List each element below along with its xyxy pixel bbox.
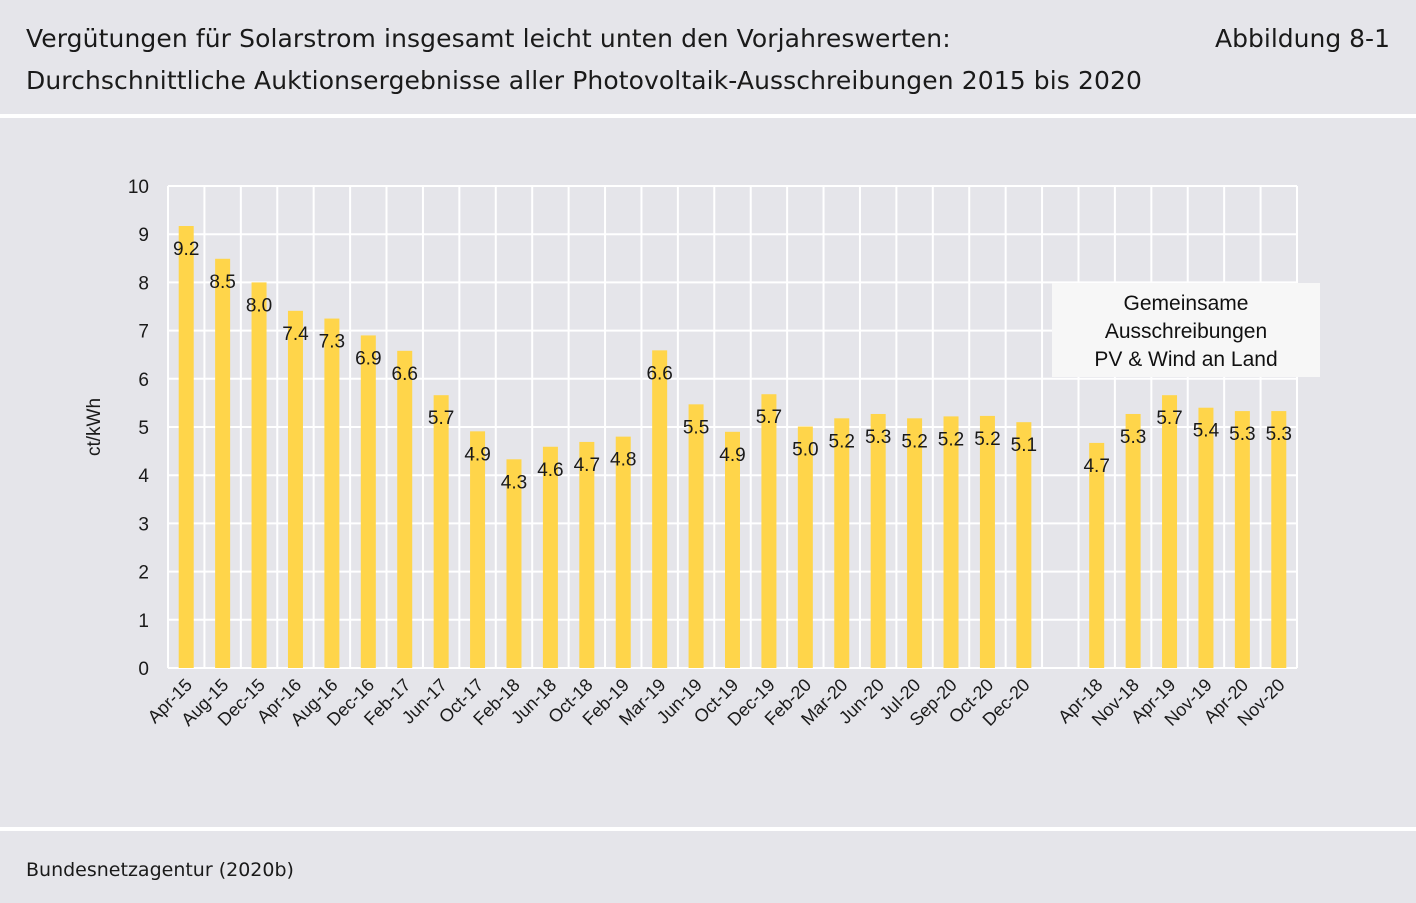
figure-label: Abbildung 8-1 xyxy=(1215,24,1390,53)
data-label: 4.9 xyxy=(719,445,745,466)
bar xyxy=(215,258,231,668)
data-label: 4.6 xyxy=(537,460,563,481)
data-label: 7.4 xyxy=(282,324,309,345)
y-tick-label: 6 xyxy=(138,370,149,391)
bar xyxy=(1234,411,1250,668)
data-label: 5.7 xyxy=(428,408,454,429)
data-label: 5.7 xyxy=(1156,408,1182,429)
header-divider xyxy=(0,114,1416,118)
footer-divider xyxy=(0,827,1416,831)
y-tick-label: 8 xyxy=(138,273,149,294)
bar xyxy=(979,415,995,668)
bar xyxy=(433,395,449,668)
annotation-box xyxy=(1052,283,1320,377)
bar xyxy=(834,418,850,668)
bar xyxy=(907,418,923,668)
bar xyxy=(324,318,340,668)
bar xyxy=(470,431,486,668)
y-axis-label: ct/kWh xyxy=(84,398,105,456)
data-label: 5.7 xyxy=(756,407,782,428)
chart-title-line-2: Durchschnittliche Auktionsergebnisse all… xyxy=(26,66,1142,95)
data-label: 6.6 xyxy=(646,363,672,384)
bar xyxy=(615,436,631,668)
data-label: 5.0 xyxy=(792,440,818,461)
bar xyxy=(725,431,740,668)
bar xyxy=(688,404,704,668)
bar xyxy=(360,335,376,668)
bar xyxy=(797,426,813,668)
bar xyxy=(761,394,777,668)
data-label: 5.3 xyxy=(1266,424,1292,445)
data-label: 4.9 xyxy=(464,444,490,465)
bar xyxy=(251,282,267,668)
annotation-text: Ausschreibungen xyxy=(1105,320,1267,343)
data-label: 4.8 xyxy=(610,450,636,471)
chart-area: 0 1 2 3 4 5 6 7 8 9 10 9.2 Apr-15 8.5 Aug-15 8.0 Dec-15 7… xyxy=(0,118,1416,827)
data-label: 4.3 xyxy=(501,472,527,493)
bar xyxy=(652,350,668,668)
bar xyxy=(542,446,558,668)
chart-title-line-1: Vergütungen für Solarstrom insgesamt lei… xyxy=(26,24,951,53)
y-tick-label: 4 xyxy=(138,466,149,487)
data-label: 5.2 xyxy=(974,429,1000,450)
data-label: 5.4 xyxy=(1193,421,1220,442)
header: Vergütungen für Solarstrom insgesamt lei… xyxy=(0,0,1416,115)
data-label: 6.6 xyxy=(392,364,418,385)
annotation-text: PV & Wind an Land xyxy=(1094,348,1277,371)
data-label: 5.2 xyxy=(829,431,855,452)
data-label: 5.3 xyxy=(1120,427,1146,448)
data-label: 6.9 xyxy=(355,348,381,369)
bar xyxy=(870,413,886,668)
bar xyxy=(1125,413,1141,668)
y-tick-label: 9 xyxy=(138,225,149,246)
y-tick-label: 10 xyxy=(128,177,149,198)
bar xyxy=(1271,411,1287,668)
y-tick-label: 0 xyxy=(138,659,149,680)
y-tick-label: 2 xyxy=(138,563,149,584)
data-label: 8.0 xyxy=(246,295,272,316)
bar xyxy=(1162,395,1178,668)
data-label: 9.2 xyxy=(173,239,199,260)
bar xyxy=(397,350,413,668)
y-tick-label: 7 xyxy=(138,322,149,343)
data-label: 5.3 xyxy=(865,427,891,448)
data-label: 5.5 xyxy=(683,417,709,438)
data-label: 8.5 xyxy=(209,272,235,293)
bar-chart: 0123456789109.2Apr-158.5Aug-158.0Dec-157… xyxy=(84,177,1320,730)
data-label: 5.3 xyxy=(1229,424,1255,445)
annotation-text: Gemeinsame xyxy=(1124,292,1249,315)
bar xyxy=(178,226,194,669)
data-label: 4.7 xyxy=(1083,456,1109,477)
source-note: Bundesnetzagentur (2020b) xyxy=(26,859,294,881)
bar xyxy=(506,459,522,668)
data-label: 5.2 xyxy=(901,431,927,452)
y-tick-label: 1 xyxy=(138,611,149,632)
data-label: 7.3 xyxy=(319,332,345,353)
y-tick-label: 3 xyxy=(138,514,149,535)
bar xyxy=(1016,422,1032,668)
bar xyxy=(1089,442,1105,668)
data-label: 5.1 xyxy=(1011,435,1037,456)
y-tick-label: 5 xyxy=(138,418,149,439)
bar xyxy=(943,416,959,668)
bar xyxy=(287,310,303,668)
bar xyxy=(579,441,595,668)
data-label: 5.2 xyxy=(938,429,964,450)
bar xyxy=(1198,407,1214,668)
data-label: 4.7 xyxy=(574,455,600,476)
